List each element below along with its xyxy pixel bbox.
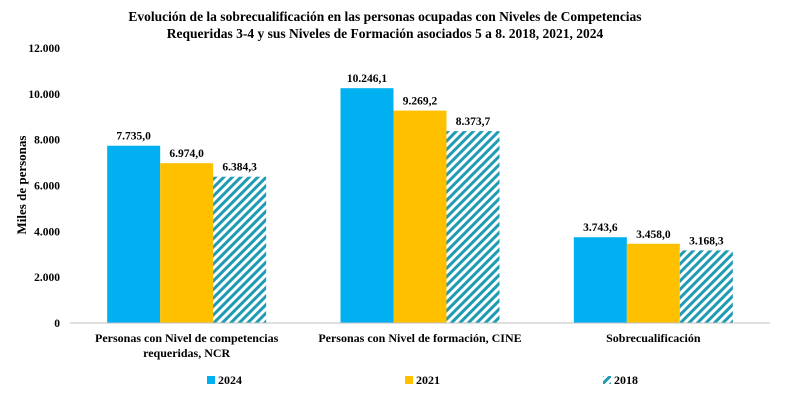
bar-2021-2	[393, 110, 447, 323]
bar-2018-3	[679, 250, 733, 323]
y-tick-label: 10.000	[28, 89, 60, 101]
bar-2021-1	[160, 163, 214, 323]
data-labels: 7.735,0 6.974,0 6.384,3 10.246,1 9.269,2 8.37…	[116, 73, 723, 247]
legend-label-2021: 2021	[416, 373, 440, 387]
y-axis-label: Miles de personas	[14, 136, 29, 235]
bar-2024-1	[107, 145, 161, 323]
legend: 2024 2021 2018	[207, 373, 638, 387]
y-tick-label: 0	[54, 318, 60, 330]
chart-title-line-2: Requeridas 3-4 y sus Niveles de Formació…	[167, 26, 604, 41]
chart-title-line-1: Evolución de la sobrecualificación en la…	[128, 9, 641, 24]
data-label: 8.373,7	[456, 116, 491, 128]
x-category-label: Sobrecualificación	[606, 331, 701, 345]
legend-swatch-2018	[603, 376, 611, 384]
y-tick-label: 6.000	[34, 181, 60, 193]
y-tick-label: 12.000	[28, 43, 60, 55]
bar-2021-3	[626, 243, 680, 323]
y-axis: 0 2.000 4.000 6.000 8.000 10.000 12.000	[28, 43, 60, 330]
data-label: 9.269,2	[403, 96, 438, 108]
legend-swatch-2024	[207, 376, 215, 384]
y-tick-label: 4.000	[34, 226, 60, 238]
bar-2018-2	[446, 131, 500, 323]
legend-label-2018: 2018	[614, 373, 638, 387]
data-label: 3.168,3	[689, 235, 724, 247]
legend-label-2024: 2024	[218, 373, 242, 387]
bar-group	[107, 88, 733, 323]
data-label: 7.735,0	[116, 131, 151, 143]
bar-2024-3	[573, 237, 627, 323]
x-category-label: Personas con Nivel de competencias	[95, 331, 279, 345]
bar-2024-2	[340, 88, 394, 323]
x-axis-categories: Personas con Nivel de competenciasrequer…	[95, 331, 701, 360]
y-tick-label: 2.000	[34, 272, 60, 284]
x-category-label: Personas con Nivel de formación, CINE	[318, 331, 521, 345]
bar-2018-1	[213, 176, 267, 323]
data-label: 6.384,3	[222, 162, 257, 174]
x-category-label: requeridas, NCR	[143, 346, 230, 360]
legend-swatch-2021	[405, 376, 413, 384]
y-tick-label: 8.000	[34, 135, 60, 147]
data-label: 6.974,0	[169, 148, 204, 160]
data-label: 3.743,6	[583, 222, 618, 234]
data-label: 3.458,0	[636, 229, 671, 241]
data-label: 10.246,1	[347, 73, 388, 85]
